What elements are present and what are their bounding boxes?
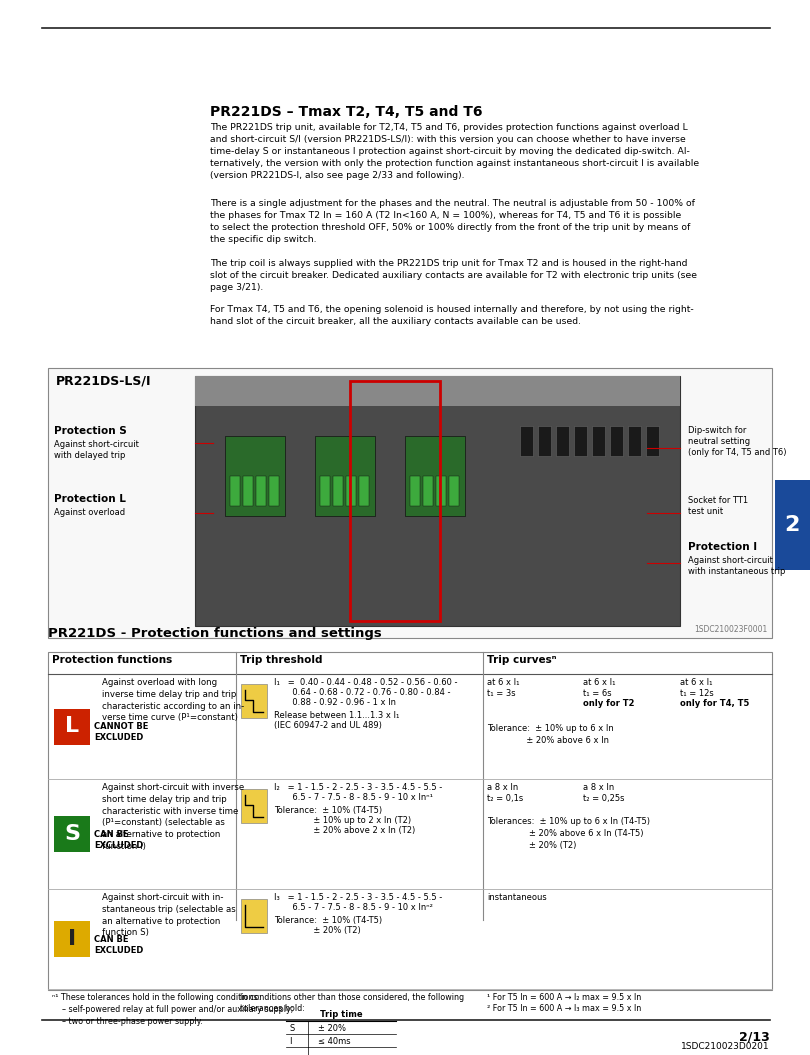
Bar xyxy=(538,426,551,456)
Text: at 6 x I₁: at 6 x I₁ xyxy=(487,678,519,687)
Text: For Tmax T4, T5 and T6, the opening solenoid is housed internally and therefore,: For Tmax T4, T5 and T6, the opening sole… xyxy=(210,305,693,326)
Text: t₁ = 3s: t₁ = 3s xyxy=(487,689,516,698)
Text: ⁿ¹ These tolerances hold in the following conditions:
    – self-powered relay a: ⁿ¹ These tolerances hold in the followin… xyxy=(52,993,293,1025)
Text: 6.5 - 7 - 7.5 - 8 - 8.5 - 9 - 10 x Inⁿ¹: 6.5 - 7 - 7.5 - 8 - 8.5 - 9 - 10 x Inⁿ¹ xyxy=(274,793,433,802)
Text: 2/13: 2/13 xyxy=(740,1030,770,1043)
Text: CAN BE
EXCLUDED: CAN BE EXCLUDED xyxy=(94,935,143,955)
Text: Against short-circuit with in-
stantaneous trip (selectable as
an alternative to: Against short-circuit with in- stantaneo… xyxy=(102,893,236,938)
Text: Against short-circuit with inverse
short time delay trip and trip
characteristic: Against short-circuit with inverse short… xyxy=(102,783,245,851)
Bar xyxy=(610,426,623,456)
Bar xyxy=(243,476,253,506)
Text: S: S xyxy=(289,1024,294,1033)
Bar xyxy=(54,921,90,957)
Text: There is a single adjustment for the phases and the neutral. The neutral is adju: There is a single adjustment for the pha… xyxy=(210,199,695,244)
Text: I₂   = 1 - 1.5 - 2 - 2.5 - 3 - 3.5 - 4.5 - 5.5 -: I₂ = 1 - 1.5 - 2 - 2.5 - 3 - 3.5 - 4.5 -… xyxy=(274,783,442,792)
Text: Tolerance:  ± 10% (T4-T5): Tolerance: ± 10% (T4-T5) xyxy=(274,916,382,925)
Text: instantaneous: instantaneous xyxy=(487,893,547,902)
Text: Socket for TT1
test unit: Socket for TT1 test unit xyxy=(688,496,748,516)
Bar xyxy=(256,476,266,506)
Bar xyxy=(54,816,90,852)
Text: The trip coil is always supplied with the PR221DS trip unit for Tmax T2 and is h: The trip coil is always supplied with th… xyxy=(210,258,697,292)
Text: 1SDC210023D0201: 1SDC210023D0201 xyxy=(681,1042,770,1051)
Text: Against overload: Against overload xyxy=(54,509,125,517)
Text: PR221DS - Protection functions and settings: PR221DS - Protection functions and setti… xyxy=(48,627,382,640)
Text: ± 20% above 2 x In (T2): ± 20% above 2 x In (T2) xyxy=(274,826,416,835)
Text: only for T2: only for T2 xyxy=(583,699,635,708)
Text: Against short-circuit
with instantaneous trip: Against short-circuit with instantaneous… xyxy=(688,556,786,576)
Text: Dip-switch for
neutral setting
(only for T4, T5 and T6): Dip-switch for neutral setting (only for… xyxy=(688,426,787,457)
Bar xyxy=(48,368,772,638)
Text: ¹ For T5 In = 600 A → I₂ max = 9.5 x In: ¹ For T5 In = 600 A → I₂ max = 9.5 x In xyxy=(487,993,642,1002)
Text: Tolerance:  ± 10% up to 6 x In
               ± 20% above 6 x In: Tolerance: ± 10% up to 6 x In ± 20% abov… xyxy=(487,724,614,745)
Bar xyxy=(230,476,240,506)
Text: only for T4, T5: only for T4, T5 xyxy=(680,699,749,708)
Text: Tolerances:  ± 10% up to 6 x In (T4-T5)
                ± 20% above 6 x In (T4-T: Tolerances: ± 10% up to 6 x In (T4-T5) ±… xyxy=(487,817,650,849)
Bar xyxy=(350,381,440,621)
Text: 0.64 - 0.68 - 0.72 - 0.76 - 0.80 - 0.84 -: 0.64 - 0.68 - 0.72 - 0.76 - 0.80 - 0.84 … xyxy=(274,688,450,697)
Bar xyxy=(449,476,459,506)
Bar xyxy=(410,476,420,506)
Bar xyxy=(556,426,569,456)
Text: (IEC 60947-2 and UL 489): (IEC 60947-2 and UL 489) xyxy=(274,721,382,730)
Text: I₁   =  0.40 - 0.44 - 0.48 - 0.52 - 0.56 - 0.60 -: I₁ = 0.40 - 0.44 - 0.48 - 0.52 - 0.56 - … xyxy=(274,678,458,687)
Text: ± 20% (T2): ± 20% (T2) xyxy=(274,926,360,935)
Bar xyxy=(241,899,267,933)
Text: CANNOT BE
EXCLUDED: CANNOT BE EXCLUDED xyxy=(94,723,148,743)
Bar xyxy=(574,426,587,456)
Bar xyxy=(436,476,446,506)
Text: I₃   = 1 - 1.5 - 2 - 2.5 - 3 - 3.5 - 4.5 - 5.5 -: I₃ = 1 - 1.5 - 2 - 2.5 - 3 - 3.5 - 4.5 -… xyxy=(274,893,442,902)
Text: The PR221DS trip unit, available for T2,T4, T5 and T6, provides protection funct: The PR221DS trip unit, available for T2,… xyxy=(210,123,699,179)
Text: 1SDC210023F0001: 1SDC210023F0001 xyxy=(693,625,767,634)
Text: S: S xyxy=(64,824,80,844)
Text: In conditions other than those considered, the following: In conditions other than those considere… xyxy=(240,993,464,1002)
Text: ² For T5 In = 600 A → I₃ max = 9.5 x In: ² For T5 In = 600 A → I₃ max = 9.5 x In xyxy=(487,1004,642,1013)
Text: at 6 x I₁: at 6 x I₁ xyxy=(583,678,616,687)
Text: t₁ = 12s: t₁ = 12s xyxy=(680,689,714,698)
Bar xyxy=(315,436,375,516)
Bar xyxy=(520,426,533,456)
Bar xyxy=(346,476,356,506)
Text: 2: 2 xyxy=(784,515,799,535)
Text: Against overload with long
inverse time delay trip and trip
characteristic accor: Against overload with long inverse time … xyxy=(102,678,245,723)
Text: a 8 x In: a 8 x In xyxy=(583,783,615,792)
Text: at 6 x I₁: at 6 x I₁ xyxy=(680,678,712,687)
Text: L: L xyxy=(65,716,79,736)
Text: Protection L: Protection L xyxy=(54,494,126,504)
Text: ≤ 40ms: ≤ 40ms xyxy=(318,1037,351,1046)
Bar xyxy=(333,476,343,506)
Text: ± 20%: ± 20% xyxy=(318,1024,346,1033)
Text: Trip time: Trip time xyxy=(320,1010,362,1019)
Bar xyxy=(241,789,267,823)
Text: 6.5 - 7 - 7.5 - 8 - 8.5 - 9 - 10 x Inⁿ²: 6.5 - 7 - 7.5 - 8 - 8.5 - 9 - 10 x Inⁿ² xyxy=(274,903,433,912)
Bar xyxy=(195,376,680,406)
Text: CAN BE
EXCLUDED: CAN BE EXCLUDED xyxy=(94,830,143,850)
Bar xyxy=(269,476,279,506)
Bar xyxy=(195,376,680,626)
Bar xyxy=(48,652,772,990)
Text: tolerances hold:: tolerances hold: xyxy=(240,1004,305,1013)
Text: Trip threshold: Trip threshold xyxy=(240,655,322,665)
Bar xyxy=(423,476,433,506)
Text: Protection functions: Protection functions xyxy=(52,655,173,665)
Text: ± 10% up to 2 x In (T2): ± 10% up to 2 x In (T2) xyxy=(274,816,411,825)
Bar xyxy=(359,476,369,506)
Bar xyxy=(646,426,659,456)
Bar xyxy=(320,476,330,506)
Text: Release between 1.1...1.3 x I₁: Release between 1.1...1.3 x I₁ xyxy=(274,711,399,720)
Text: I: I xyxy=(289,1037,292,1046)
Bar xyxy=(405,436,465,516)
Bar xyxy=(775,480,810,570)
Text: t₁ = 6s: t₁ = 6s xyxy=(583,689,612,698)
Bar xyxy=(225,436,285,516)
Text: t₂ = 0,1s: t₂ = 0,1s xyxy=(487,794,523,803)
Text: Protection I: Protection I xyxy=(688,542,757,552)
Text: 0.88 - 0.92 - 0.96 - 1 x In: 0.88 - 0.92 - 0.96 - 1 x In xyxy=(274,698,396,707)
Bar xyxy=(628,426,641,456)
Text: Trip curvesⁿ: Trip curvesⁿ xyxy=(487,655,556,665)
Text: PR221DS – Tmax T2, T4, T5 and T6: PR221DS – Tmax T2, T4, T5 and T6 xyxy=(210,106,483,119)
Bar xyxy=(54,709,90,745)
Text: t₂ = 0,25s: t₂ = 0,25s xyxy=(583,794,625,803)
Text: a 8 x In: a 8 x In xyxy=(487,783,518,792)
Text: Tolerance:  ± 10% (T4-T5): Tolerance: ± 10% (T4-T5) xyxy=(274,806,382,816)
Bar xyxy=(592,426,605,456)
